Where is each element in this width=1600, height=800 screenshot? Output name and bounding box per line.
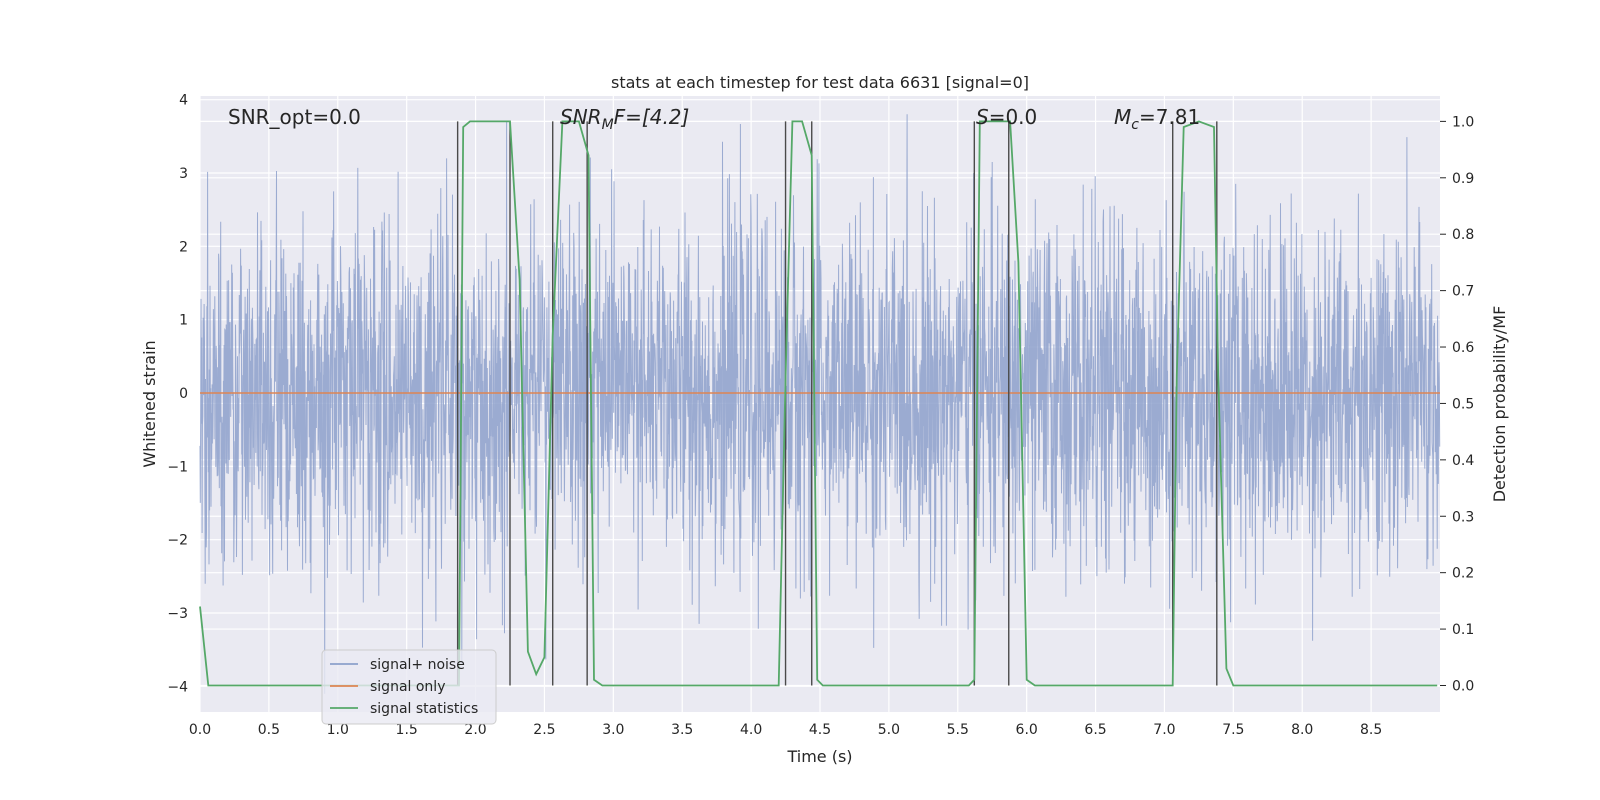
x-tick-label: 5.5 [947, 722, 969, 738]
x-tick-label: 0.5 [258, 722, 280, 738]
legend: signal+ noise signal only signal statist… [321, 649, 497, 725]
y-tick-label: 2 [179, 239, 188, 255]
y-tick-label: 3 [179, 166, 188, 182]
x-tick-label: 0.0 [189, 722, 211, 738]
y2-tick-label: 0.1 [1452, 622, 1474, 638]
y-tick-label: 1 [179, 313, 188, 329]
y2-tick-label: 0.0 [1452, 678, 1474, 694]
x-tick-label: 2.5 [533, 722, 555, 738]
annotation-s: S=0.0 [976, 105, 1037, 129]
y2-tick-labels: 1.0 0.9 0.8 0.7 0.6 0.5 0.4 0.3 0.2 0.1 0.0 [1440, 114, 1474, 694]
y-tick-label: −3 [167, 606, 188, 622]
y-tick-label: −1 [167, 459, 188, 475]
x-axis-label: Time (s) [786, 747, 852, 766]
y2-tick-label: 1.0 [1452, 114, 1474, 130]
x-tick-label: 1.0 [327, 722, 349, 738]
x-tick-label: 7.0 [1153, 722, 1175, 738]
series-signal-plus-noise [199, 114, 1441, 694]
legend-label-signal-statistics: signal statistics [370, 701, 478, 717]
series-signal-statistics [199, 120, 1438, 687]
y-tick-label: 4 [179, 93, 188, 109]
x-tick-label: 8.0 [1291, 722, 1313, 738]
x-tick-label: 6.5 [1084, 722, 1106, 738]
y2-tick-label: 0.5 [1452, 396, 1474, 412]
x-tick-label: 3.5 [671, 722, 693, 738]
legend-box [321, 649, 497, 725]
y-tick-labels: 4 3 2 1 0 −1 −2 −3 −4 [167, 93, 188, 696]
y2-tick-label: 0.9 [1452, 171, 1474, 187]
y2-tick-label: 0.2 [1452, 566, 1474, 582]
x-tick-label: 7.5 [1222, 722, 1244, 738]
y2-tick-label: 0.8 [1452, 227, 1474, 243]
y2-tick-label: 0.6 [1452, 340, 1474, 356]
y-tick-label: −2 [167, 533, 188, 549]
y-tick-label: −4 [167, 679, 188, 695]
noise-trace [199, 114, 1441, 694]
y2-tick-label: 0.4 [1452, 453, 1474, 469]
annotation-mc: Mc=7.81 [1114, 105, 1200, 133]
annotation-snr-mf: SNRMF=[4.2] [560, 105, 689, 133]
y-tick-label: 0 [179, 386, 188, 402]
x-tick-label: 5.0 [878, 722, 900, 738]
x-tick-label: 6.0 [1016, 722, 1038, 738]
y2-tick-label: 0.7 [1452, 284, 1474, 300]
y2-axis-label: Detection probability/MF [1490, 306, 1509, 503]
legend-label-signal-only: signal only [370, 679, 445, 695]
x-tick-labels: 0.0 0.5 1.0 1.5 2.0 2.5 3.0 3.5 4.0 4.5 5.0 5.5 6.0 6… [189, 722, 1382, 738]
x-tick-label: 3.0 [602, 722, 624, 738]
x-tick-label: 1.5 [396, 722, 418, 738]
chart-title: stats at each timestep for test data 663… [611, 73, 1029, 92]
x-tick-label: 2.0 [464, 722, 486, 738]
legend-label-signal-plus-noise: signal+ noise [370, 657, 465, 673]
x-tick-label: 4.5 [809, 722, 831, 738]
x-tick-label: 8.5 [1360, 722, 1382, 738]
y-axis-label: Whitened strain [140, 340, 159, 467]
annotation-snr-opt: SNR_opt=0.0 [228, 105, 361, 129]
y2-tick-label: 0.3 [1452, 509, 1474, 525]
x-tick-label: 4.0 [740, 722, 762, 738]
